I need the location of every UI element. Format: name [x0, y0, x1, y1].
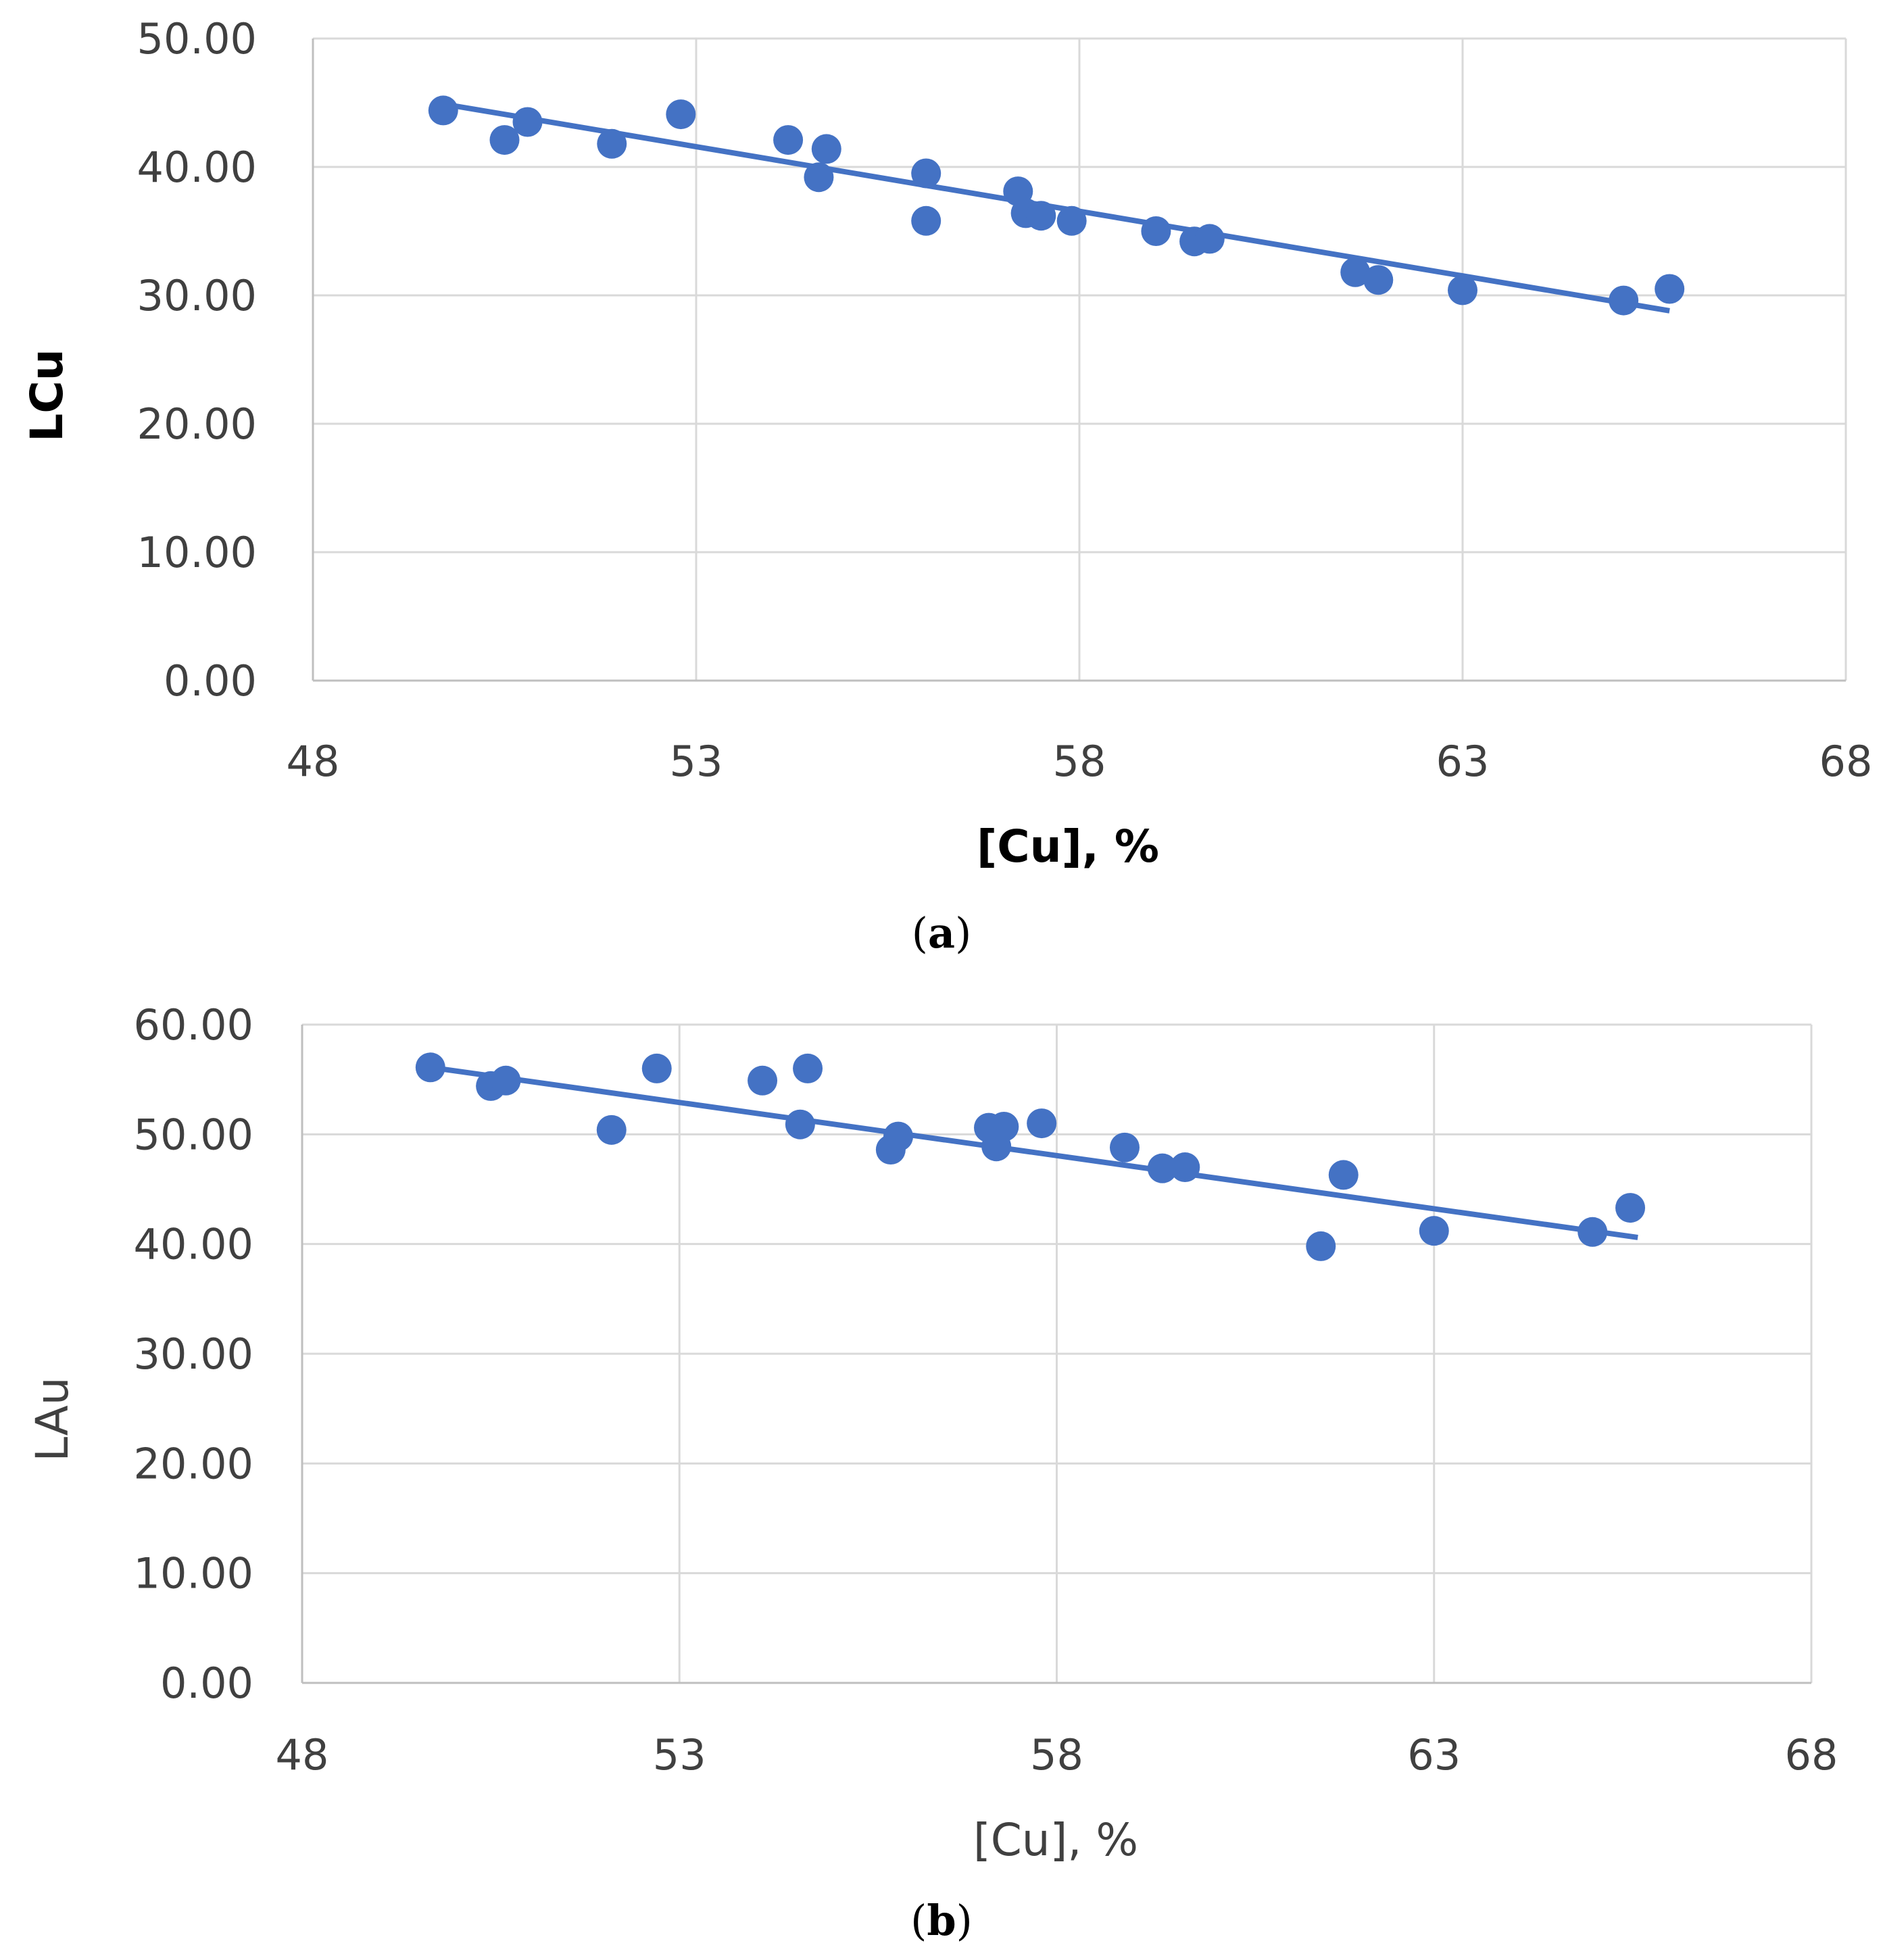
chart-b-data-point — [1419, 1216, 1449, 1246]
chart-a-x-tick-label: 68 — [1819, 737, 1873, 786]
chart-a-x-tick-label: 58 — [1053, 737, 1106, 786]
chart-b-data-point — [1170, 1152, 1200, 1183]
chart-a-x-tick-label: 48 — [287, 737, 340, 786]
chart-b-data-point — [1109, 1132, 1140, 1162]
chart-a-x-tick-label: 63 — [1436, 737, 1490, 786]
chart-b-x-tick-label: 53 — [653, 1730, 706, 1780]
chart-a-data-point — [804, 162, 834, 193]
chart-b-y-tick-label: 10.00 — [134, 1549, 254, 1598]
chart-a-y-tick-label: 40.00 — [137, 143, 258, 192]
chart-a-data-point — [1194, 224, 1225, 254]
chart-a-data-point — [1340, 257, 1371, 287]
chart-a-caption: (a) — [912, 908, 972, 958]
chart-b-y-tick-label: 20.00 — [134, 1439, 254, 1488]
chart-a-x-ticks: 48 53 58 63 68 — [287, 737, 1873, 786]
chart-b-caption-letter: b — [927, 1896, 956, 1945]
chart-b-caption: (b) — [910, 1896, 973, 1945]
chart-a-y-tick-label: 10.00 — [137, 528, 258, 577]
chart-a-y-tick-label: 20.00 — [137, 399, 258, 449]
chart-a-points — [428, 95, 1685, 316]
chart-b-axes — [301, 1025, 1811, 1684]
chart-b: 0.00 10.00 20.00 30.00 40.00 50.00 60.00 48 53 5… — [26, 1000, 1838, 1945]
chart-b-data-point — [1615, 1193, 1646, 1223]
chart-a-data-point — [666, 99, 696, 130]
chart-a-y-ticks: 0.00 10.00 20.00 30.00 40.00 50.00 — [137, 14, 258, 706]
chart-b-x-axis-title: [Cu], % — [973, 1814, 1138, 1866]
chart-a-data-point — [428, 95, 458, 126]
chart-a-grid — [313, 37, 1847, 681]
chart-b-data-point — [748, 1065, 778, 1096]
chart-a-data-point — [512, 107, 543, 137]
chart-a-data-point — [1056, 205, 1087, 236]
chart-b-data-point — [785, 1109, 815, 1140]
chart-a-axes — [312, 39, 1846, 682]
chart-b-data-point — [989, 1111, 1019, 1142]
chart-a-data-point — [1026, 201, 1056, 231]
chart-b-trendline-group — [430, 1064, 1638, 1240]
chart-b-y-tick-label: 60.00 — [134, 1000, 254, 1050]
chart-b-data-point — [1306, 1231, 1336, 1261]
chart-b-y-tick-label: 40.00 — [134, 1220, 254, 1269]
chart-a-data-point — [1363, 265, 1394, 295]
chart-a-y-tick-label: 50.00 — [137, 14, 258, 64]
chart-a-data-point — [489, 125, 520, 155]
chart-b-y-tick-label: 50.00 — [134, 1110, 254, 1159]
chart-b-y-axis-title: LAu — [26, 1377, 78, 1461]
chart-b-data-point — [415, 1052, 445, 1083]
chart-b-x-ticks: 48 53 58 63 68 — [276, 1730, 1838, 1780]
chart-b-x-tick-label: 48 — [276, 1730, 329, 1780]
chart-a-data-point — [811, 134, 841, 164]
chart-a-trendline-group — [443, 101, 1670, 314]
chart-a-y-tick-label: 0.00 — [164, 656, 257, 706]
chart-a-caption-letter: a — [928, 908, 955, 958]
chart-b-data-point — [596, 1114, 627, 1145]
chart-b-x-tick-label: 58 — [1030, 1730, 1083, 1780]
chart-a-trendline — [443, 101, 1670, 314]
chart-b-y-tick-label: 0.00 — [160, 1659, 253, 1708]
chart-a-data-point — [1609, 285, 1639, 316]
chart-a-y-tick-label: 30.00 — [137, 271, 258, 320]
chart-a-data-point — [911, 158, 942, 189]
chart-b-data-point — [883, 1121, 914, 1152]
chart-a-x-axis-title: [Cu], % — [977, 820, 1159, 873]
chart-a-y-axis-title: LCu — [21, 349, 73, 441]
chart-b-y-tick-label: 30.00 — [134, 1329, 254, 1379]
chart-b-data-point — [793, 1053, 823, 1083]
chart-b-data-point — [1147, 1153, 1177, 1183]
chart-a-data-point — [1141, 216, 1171, 246]
chart-a-x-tick-label: 53 — [670, 737, 723, 786]
chart-b-x-tick-label: 68 — [1785, 1730, 1838, 1780]
chart-b-trendline — [430, 1064, 1638, 1240]
chart-a-data-point — [1448, 275, 1477, 305]
chart-a-data-point — [911, 205, 942, 236]
chart-b-data-point — [1578, 1217, 1608, 1247]
chart-b-data-point — [1328, 1160, 1359, 1190]
chart-b-y-ticks: 0.00 10.00 20.00 30.00 40.00 50.00 60.00 — [134, 1000, 254, 1708]
chart-a-data-point — [1655, 274, 1685, 304]
chart-b-grid — [302, 1023, 1813, 1683]
chart-a-data-point — [773, 125, 804, 155]
chart-a: 0.00 10.00 20.00 30.00 40.00 50.00 48 53 58 63 68… — [21, 14, 1872, 958]
chart-b-points — [415, 1052, 1646, 1261]
chart-b-data-point — [641, 1053, 672, 1083]
chart-a-data-point — [597, 128, 627, 159]
chart-b-data-point — [1027, 1108, 1057, 1139]
chart-b-x-tick-label: 63 — [1407, 1730, 1461, 1780]
chart-b-data-point — [491, 1065, 521, 1096]
